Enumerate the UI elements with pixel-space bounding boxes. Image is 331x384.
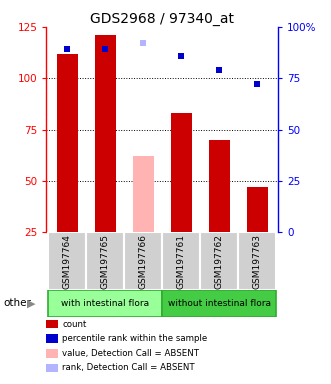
Text: count: count (62, 319, 87, 329)
Bar (124, 232, 162, 290)
Bar (95, 35, 116, 232)
Bar (247, 187, 267, 232)
Text: GSM197766: GSM197766 (139, 233, 148, 289)
Bar (86, 232, 124, 290)
Text: GSM197762: GSM197762 (215, 234, 224, 288)
Text: GSM197761: GSM197761 (177, 233, 186, 289)
Bar (209, 140, 230, 232)
Bar (238, 232, 276, 290)
Text: with intestinal flora: with intestinal flora (61, 299, 149, 308)
Text: GSM197765: GSM197765 (101, 233, 110, 289)
Bar (57, 54, 78, 232)
Text: percentile rank within the sample: percentile rank within the sample (62, 334, 208, 343)
Text: value, Detection Call = ABSENT: value, Detection Call = ABSENT (62, 349, 199, 358)
Title: GDS2968 / 97340_at: GDS2968 / 97340_at (90, 12, 234, 26)
Bar (162, 290, 276, 317)
Bar (48, 232, 86, 290)
Text: without intestinal flora: without intestinal flora (168, 299, 271, 308)
Text: GSM197763: GSM197763 (253, 233, 261, 289)
Text: other: other (3, 298, 31, 308)
Bar (48, 290, 162, 317)
Bar (200, 232, 238, 290)
Bar (133, 156, 154, 232)
Text: rank, Detection Call = ABSENT: rank, Detection Call = ABSENT (62, 363, 195, 372)
Bar (171, 113, 192, 232)
Text: ▶: ▶ (27, 298, 36, 308)
Text: GSM197764: GSM197764 (63, 234, 72, 288)
Bar (162, 232, 200, 290)
